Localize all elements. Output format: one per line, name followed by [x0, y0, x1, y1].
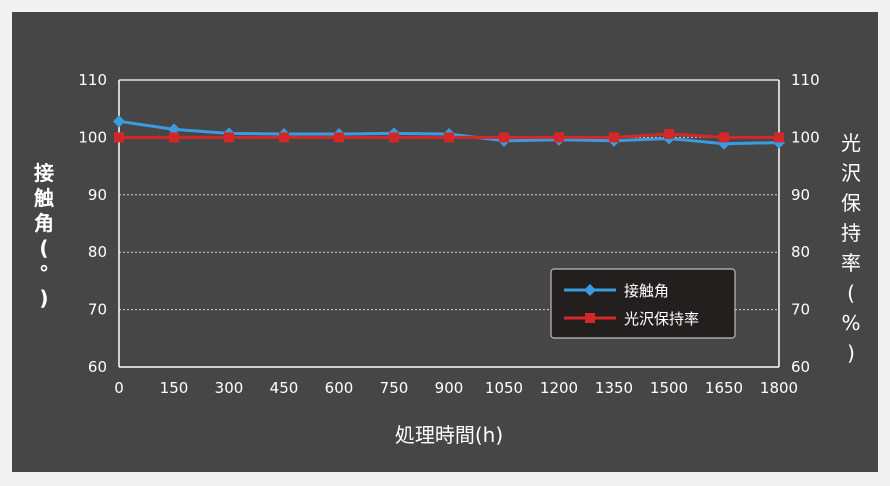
- y-tick-label-left: 80: [88, 243, 107, 261]
- chart-frame: 60 60 70 70 80 80 90 90 100 100 110 110 0 150 300 450 60…: [12, 12, 878, 472]
- data-point-square: [169, 132, 179, 143]
- legend-marker-contact-angle: [584, 284, 596, 296]
- series-lines: [113, 115, 785, 150]
- y-tick-label-left: 60: [88, 358, 107, 376]
- x-tick-label: 1050: [485, 379, 523, 397]
- x-tick-label: 1350: [595, 379, 633, 397]
- x-tick-label: 1800: [760, 379, 798, 397]
- data-point-square: [664, 128, 674, 139]
- data-point-square: [499, 132, 509, 143]
- y-tick-label-left: 110: [78, 71, 107, 89]
- y-tick-label-right: 70: [791, 301, 810, 319]
- y-tick-label-right: 110: [791, 71, 820, 89]
- y-axis-title-left: 接触角(°): [34, 161, 54, 310]
- legend-box: [550, 268, 736, 339]
- data-point-square: [554, 132, 564, 143]
- data-point-square: [719, 132, 729, 143]
- legend-label-contact-angle: 接触角: [624, 282, 669, 300]
- y-tick-label-right: 60: [791, 358, 810, 376]
- y-axis-title-right: 光沢保持率(%): [841, 131, 861, 365]
- legend: 接触角 光沢保持率: [550, 268, 736, 339]
- tick-labels: 60 60 70 70 80 80 90 90 100 100 110 110 0 150 300 450 60…: [78, 71, 819, 397]
- y-tick-label-right: 100: [791, 128, 820, 146]
- data-point-square: [279, 132, 289, 143]
- data-point-square: [224, 132, 234, 143]
- x-tick-label: 150: [160, 379, 189, 397]
- data-point-diamond: [113, 115, 125, 128]
- x-tick-label: 750: [380, 379, 409, 397]
- data-point-diamond: [718, 137, 730, 150]
- line-chart: 60 60 70 70 80 80 90 90 100 100 110 110 0 150 300 450 60…: [34, 71, 861, 447]
- data-point-square: [609, 132, 619, 143]
- data-point-square: [444, 132, 454, 143]
- data-point-square: [334, 132, 344, 143]
- x-tick-label: 450: [270, 379, 299, 397]
- x-axis-title: 処理時間(h): [395, 423, 503, 447]
- x-tick-label: 600: [325, 379, 354, 397]
- y-tick-label-left: 90: [88, 186, 107, 204]
- y-tick-label-left: 70: [88, 301, 107, 319]
- legend-marker-gloss: [585, 313, 595, 323]
- x-tick-label: 1200: [540, 379, 578, 397]
- y-tick-label-right: 80: [791, 243, 810, 261]
- y-tick-label-left: 100: [78, 128, 107, 146]
- data-point-square: [389, 132, 399, 143]
- axes: [118, 79, 780, 368]
- data-point-square: [114, 132, 124, 143]
- legend-label-gloss: 光沢保持率: [624, 310, 699, 328]
- data-point-diamond: [168, 123, 180, 136]
- y-tick-label-right: 90: [791, 186, 810, 204]
- data-point-square: [774, 132, 784, 143]
- x-tick-label: 300: [215, 379, 244, 397]
- x-tick-label: 1650: [705, 379, 743, 397]
- x-tick-label: 0: [114, 379, 124, 397]
- x-tick-label: 900: [435, 379, 464, 397]
- x-tick-label: 1500: [650, 379, 688, 397]
